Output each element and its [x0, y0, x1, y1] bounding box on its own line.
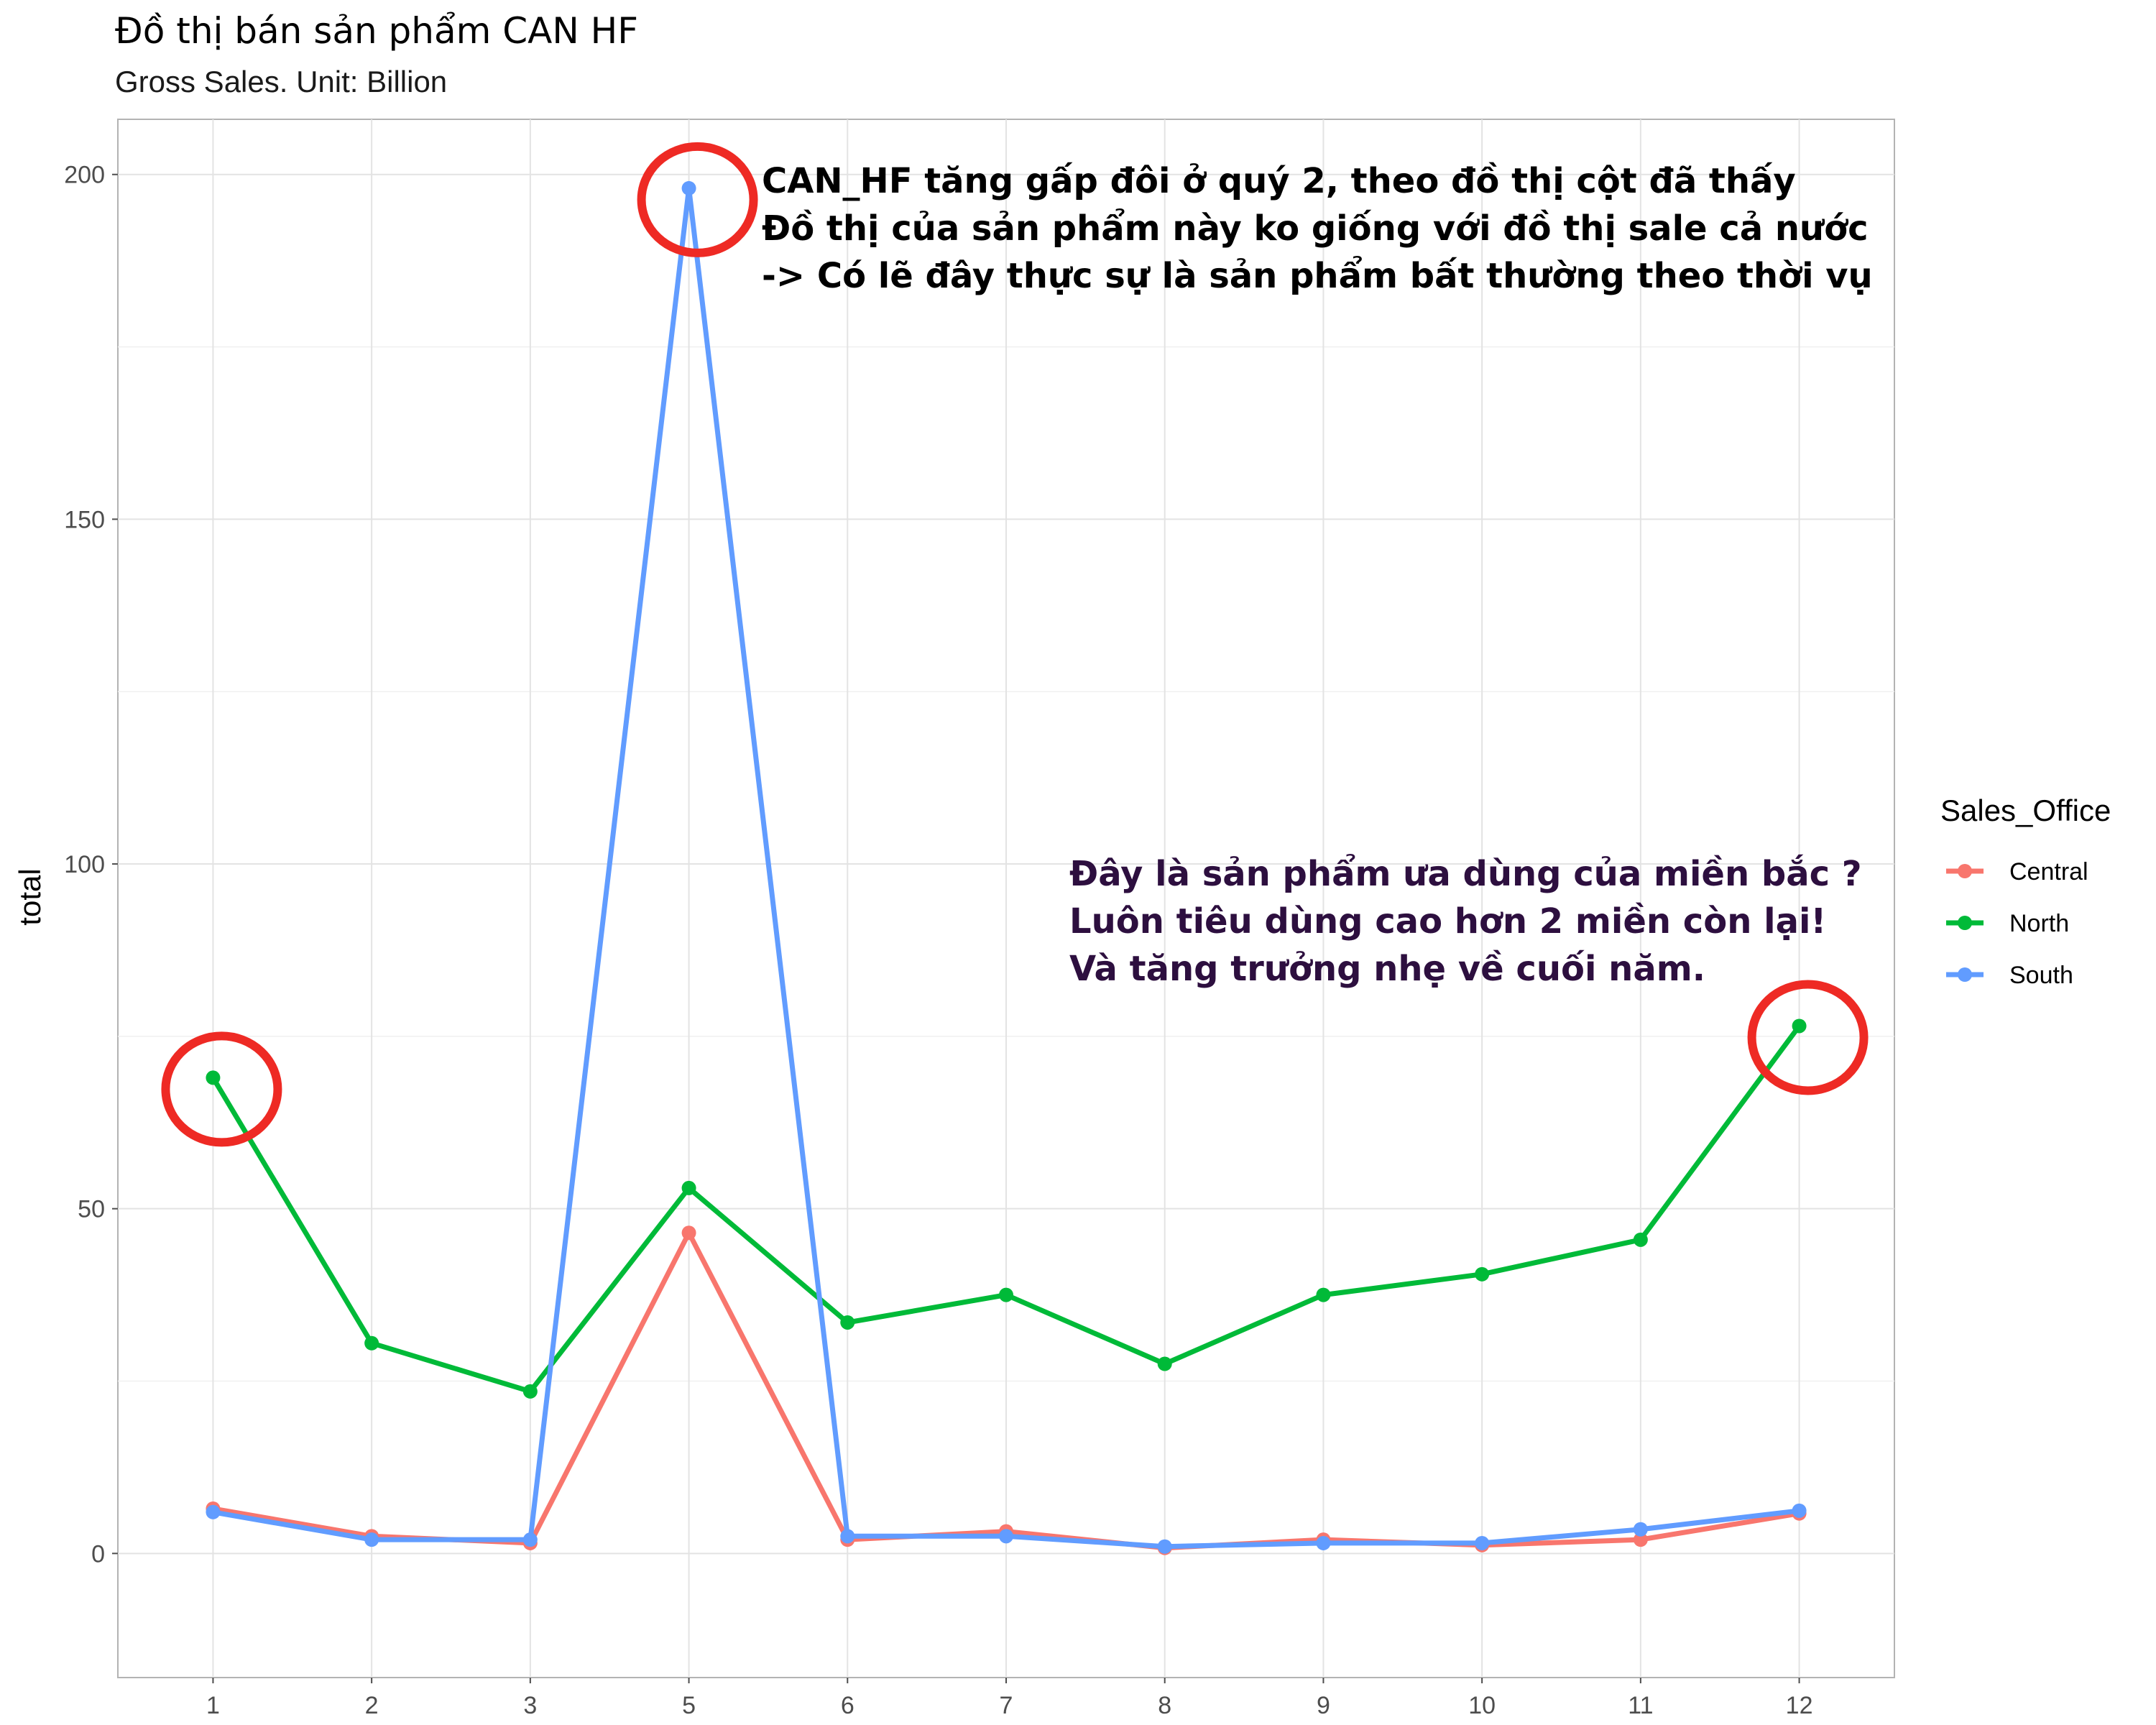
- data-point-central: [681, 1225, 696, 1241]
- annotation-line: CAN_HF tăng gấp đôi ở quý 2, theo đồ thị…: [762, 161, 1796, 201]
- highlight-circle: [637, 142, 758, 257]
- y-tick-label: 150: [64, 506, 105, 533]
- data-point-north: [681, 1180, 696, 1195]
- annotation-line: Luôn tiêu dùng cao hơn 2 miền còn lại!: [1069, 901, 1826, 942]
- legend-key-point-north: [1958, 916, 1972, 930]
- data-point-south: [1633, 1522, 1648, 1537]
- legend: Central North South: [1946, 858, 2088, 989]
- x-tick-label: 2: [365, 1692, 379, 1719]
- legend-key-point-central: [1958, 864, 1972, 878]
- data-point-south: [1316, 1535, 1331, 1550]
- data-point-north: [522, 1384, 538, 1399]
- y-axis-title: total: [13, 868, 47, 925]
- annotation-line: Đây là sản phẩm ưa dùng của miền bắc ?: [1069, 854, 1862, 894]
- data-point-north: [1633, 1232, 1648, 1247]
- data-point-north: [840, 1315, 855, 1330]
- highlight-circle: [1747, 980, 1869, 1095]
- y-tick-label: 0: [91, 1540, 105, 1568]
- x-tick-label: 6: [841, 1692, 854, 1719]
- chart-title: Đồ thị bán sản phẩm CAN HF: [115, 10, 638, 52]
- x-tick-label: 12: [1786, 1692, 1813, 1719]
- data-point-south: [522, 1532, 538, 1547]
- data-point-north: [206, 1070, 221, 1085]
- data-point-south: [364, 1532, 379, 1547]
- data-point-south: [1475, 1535, 1490, 1550]
- x-tick-label: 3: [523, 1692, 537, 1719]
- legend-label-north: North: [2009, 910, 2069, 937]
- y-tick-label: 50: [78, 1196, 105, 1223]
- data-point-south: [840, 1529, 855, 1544]
- data-point-north: [1792, 1018, 1807, 1034]
- legend-title: Sales_Office: [1940, 794, 2111, 827]
- annotations: CAN_HF tăng gấp đôi ở quý 2, theo đồ thị…: [762, 161, 1873, 989]
- annotation-line: Đồ thị của sản phẩm này ko giống với đồ …: [762, 208, 1869, 249]
- x-tick-label: 9: [1317, 1692, 1330, 1719]
- data-point-south: [1157, 1539, 1172, 1554]
- legend-label-south: South: [2009, 962, 2073, 989]
- data-point-north: [1316, 1287, 1331, 1302]
- data-point-south: [1792, 1503, 1807, 1518]
- chart-subtitle: Gross Sales. Unit: Billion: [115, 65, 447, 98]
- legend-label-central: Central: [2009, 858, 2088, 886]
- x-tick-label: 5: [682, 1692, 696, 1719]
- data-point-north: [999, 1287, 1013, 1302]
- x-tick-label: 11: [1628, 1692, 1653, 1719]
- x-tick-label: 1: [206, 1692, 220, 1719]
- data-point-north: [364, 1335, 379, 1351]
- data-point-south: [681, 180, 696, 196]
- data-point-central: [1633, 1532, 1648, 1547]
- y-tick-label: 100: [64, 851, 105, 878]
- x-tick-label: 7: [1000, 1692, 1013, 1719]
- legend-key-point-south: [1958, 967, 1972, 982]
- annotation-line: -> Có lẽ đây thực sự là sản phẩm bất thư…: [762, 256, 1873, 296]
- data-point-south: [206, 1504, 221, 1519]
- data-point-north: [1157, 1356, 1172, 1371]
- annotation-line: Và tăng trưởng nhẹ về cuối năm.: [1069, 949, 1705, 989]
- y-tick-label: 200: [64, 162, 105, 189]
- data-point-north: [1475, 1266, 1490, 1282]
- data-point-south: [999, 1529, 1013, 1544]
- highlight-circle: [161, 1031, 282, 1147]
- x-tick-label: 8: [1158, 1692, 1171, 1719]
- x-tick-label: 10: [1468, 1692, 1496, 1719]
